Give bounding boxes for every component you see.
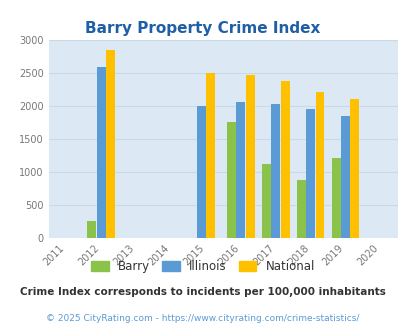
Text: Barry Property Crime Index: Barry Property Crime Index — [85, 21, 320, 36]
Bar — [96, 67, 105, 238]
Bar — [261, 164, 270, 238]
Bar — [350, 99, 358, 238]
Bar — [87, 221, 96, 238]
Bar — [315, 92, 324, 238]
Bar — [331, 158, 340, 238]
Bar — [305, 109, 314, 238]
Text: © 2025 CityRating.com - https://www.cityrating.com/crime-statistics/: © 2025 CityRating.com - https://www.city… — [46, 314, 359, 323]
Bar — [245, 75, 254, 238]
Bar — [340, 115, 349, 238]
Bar — [196, 106, 205, 238]
Bar — [236, 102, 245, 238]
Bar — [226, 122, 235, 238]
Legend: Barry, Illinois, National: Barry, Illinois, National — [87, 257, 318, 277]
Text: Crime Index corresponds to incidents per 100,000 inhabitants: Crime Index corresponds to incidents per… — [20, 287, 385, 297]
Bar — [206, 73, 215, 238]
Bar — [271, 104, 279, 238]
Bar — [280, 81, 289, 238]
Bar — [296, 180, 305, 238]
Bar — [106, 50, 115, 238]
